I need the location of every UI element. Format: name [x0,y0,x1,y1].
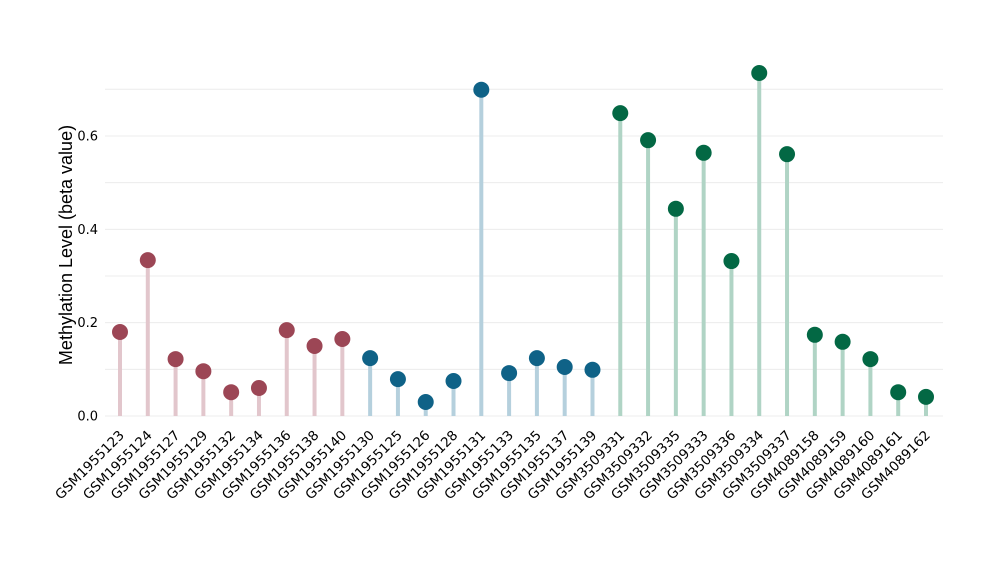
gridlines [105,88,943,417]
y-tick-label: 0.4 [77,223,98,238]
lollipop-point [584,361,601,378]
y-axis-label: Methylation Level (beta value) [56,125,76,365]
lollipop-point [473,81,490,98]
lollipop-point [334,330,351,347]
y-tick-label: 0.6 [77,129,98,144]
lollipop-point [306,337,323,354]
lollipop-point [250,379,267,396]
lollipop-point [362,350,379,367]
lollipop-point [612,105,629,122]
lollipop-point [195,363,212,380]
lollipop-point [890,384,907,401]
lollipop-point [501,365,518,382]
lollipop-point [862,351,879,368]
lollipop-point [751,64,768,81]
lollipop-point [139,252,156,269]
lollipop-point [806,326,823,343]
lollipop-point [918,388,934,405]
y-axis: 0.0 0.2 0.4 0.6 [77,129,98,424]
lollipop-point [556,358,573,375]
lollipop-point [834,333,851,350]
lollipop-point [695,144,712,161]
lollipop-point [417,393,434,410]
lollipop-point [112,323,128,340]
lollipop-point [723,253,740,270]
lollipop-point [640,132,657,149]
x-axis: GSM1955123GSM1955124GSM1955127GSM1955129… [52,428,934,504]
lollipop-point [528,350,545,367]
lollipop-point [278,322,295,339]
data-marks [112,64,934,416]
lollipop-point [167,351,184,368]
lollipop-point [667,200,684,217]
y-tick-label: 0.0 [77,410,98,425]
lollipop-point [389,371,406,388]
lollipop-point [223,384,240,401]
y-tick-label: 0.2 [77,316,98,331]
lollipop-point [445,372,462,389]
lollipop-point [779,146,796,163]
